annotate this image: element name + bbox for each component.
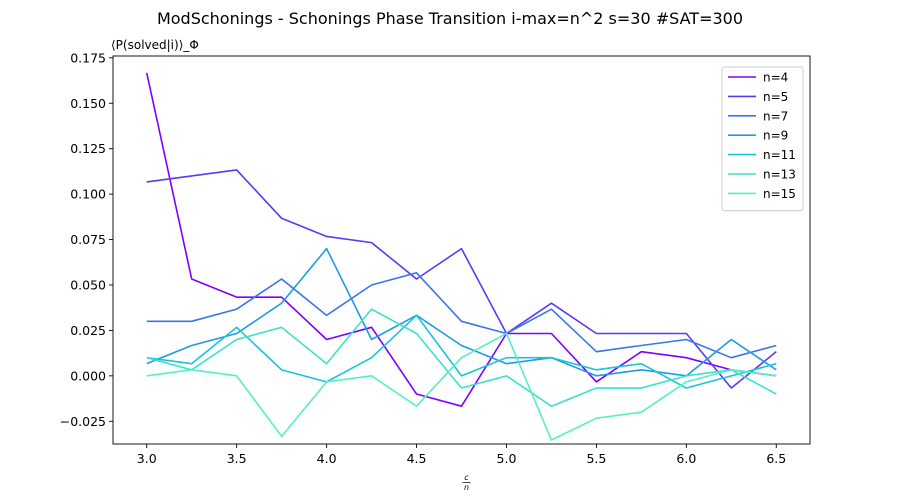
legend-label: n=7: [763, 109, 788, 123]
x-tick-label: 6.0: [676, 451, 696, 466]
plot-area: 3.0 3.5 4.0 4.5 5.0 5.5 6.0 6.5 −0.025 0.000 0.025…: [60, 38, 811, 492]
x-tick-label: 3.0: [137, 451, 157, 466]
y-tick-label: 0.000: [70, 368, 106, 383]
y-tick-label: −0.025: [60, 414, 106, 429]
y-axis-label: ⟨P(solved|i)⟩_Φ: [111, 38, 199, 52]
series-lines: [145, 72, 777, 441]
legend-label: n=9: [763, 129, 788, 143]
x-axis-label-numerator: c: [464, 473, 469, 482]
x-tick-label: 4.5: [407, 451, 427, 466]
series-line-n-15: [146, 332, 777, 441]
series-line-n-4: [145, 72, 777, 408]
series-line-n-13: [146, 308, 777, 408]
y-tick-label: 0.125: [70, 141, 106, 156]
chart-title: ModSchonings - Schonings Phase Transitio…: [157, 9, 743, 28]
y-tick-label: 0.050: [70, 277, 106, 292]
y-tick-label: 0.175: [70, 50, 106, 65]
x-tick-label: 3.5: [227, 451, 247, 466]
legend-box: [721, 66, 804, 212]
legend-label: n=5: [763, 90, 788, 104]
y-tick-label: 0.150: [70, 96, 106, 111]
legend-label: n=15: [763, 187, 796, 201]
y-tick-label: 0.100: [70, 187, 106, 202]
plot-frame: [112, 55, 811, 445]
x-tick-label: 5.0: [497, 451, 517, 466]
x-tick-label: 6.5: [766, 451, 786, 466]
legend: n=4 n=5 n=7 n=9 n=11 n=13 n=15: [721, 66, 804, 212]
y-tick-label: 0.025: [70, 323, 106, 338]
series-line-n-5: [146, 169, 777, 389]
x-axis-label-denominator: n: [464, 483, 469, 492]
y-tick-label: 0.075: [70, 232, 106, 247]
series-line-n-7: [146, 272, 777, 359]
legend-label: n=4: [763, 71, 788, 85]
x-tick-label: 5.5: [586, 451, 606, 466]
x-tick-label: 4.0: [317, 451, 337, 466]
legend-label: n=11: [763, 148, 796, 162]
legend-label: n=13: [763, 168, 796, 182]
series-line-n-9: [146, 247, 777, 377]
